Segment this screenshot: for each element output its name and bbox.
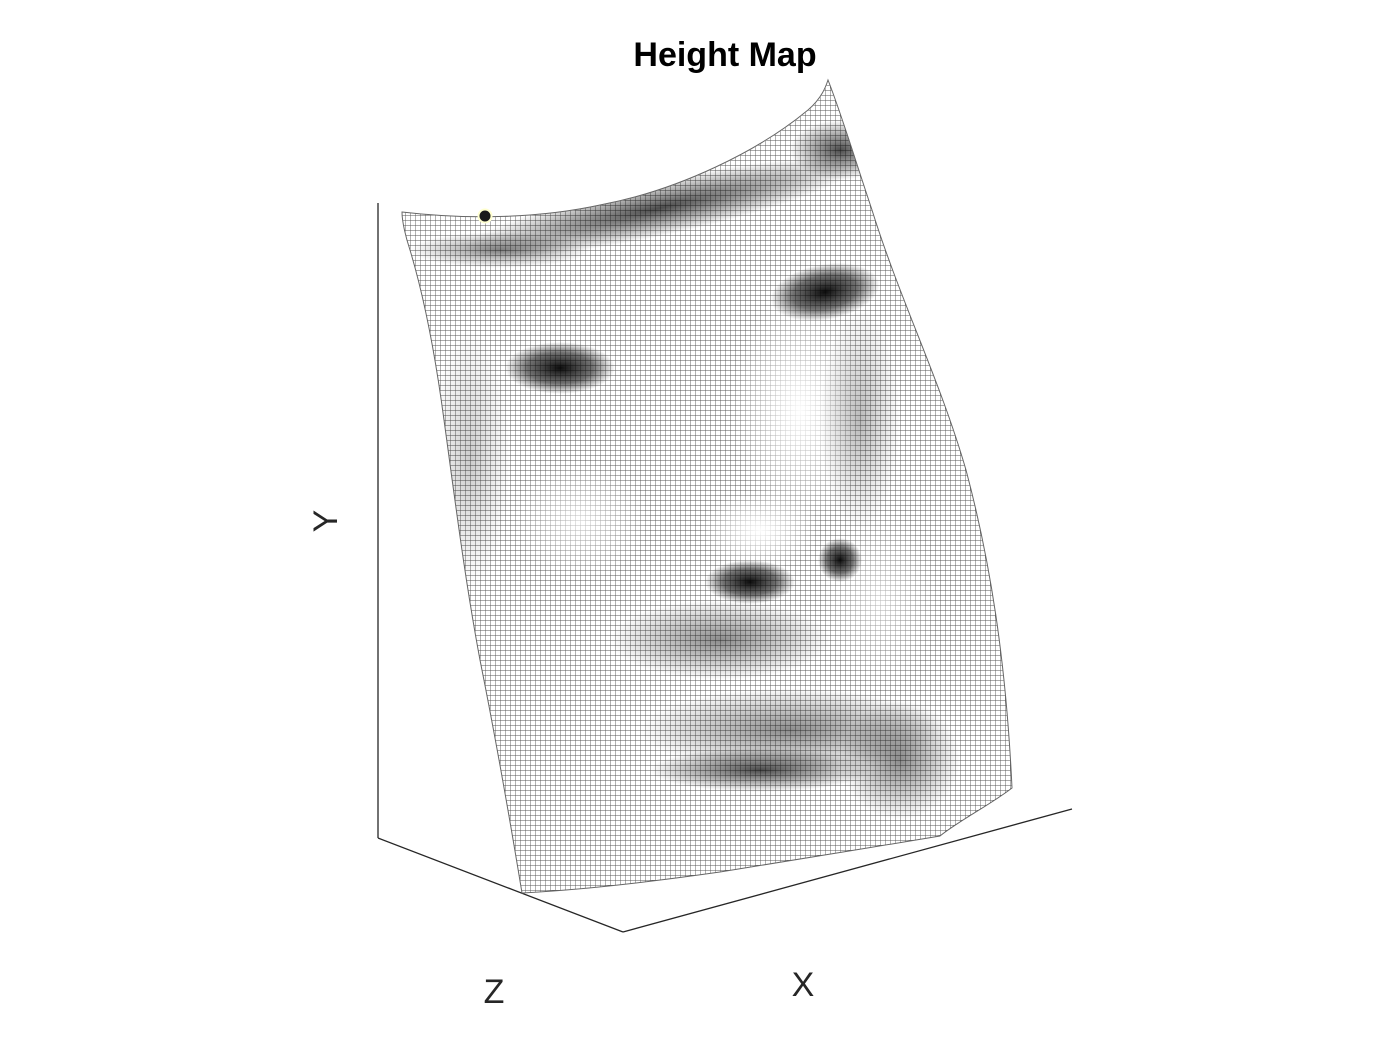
z-axis-line [377,837,624,933]
x-axis-line [622,808,1073,933]
y-axis-label: Y [307,510,345,533]
axes-box [377,203,1073,933]
x-axis-label: X [792,966,815,1004]
z-axis-label: Z [484,973,505,1011]
data-point-marker [477,208,493,224]
surface-mesh [401,78,1013,894]
chart-title: Height Map [633,36,816,74]
